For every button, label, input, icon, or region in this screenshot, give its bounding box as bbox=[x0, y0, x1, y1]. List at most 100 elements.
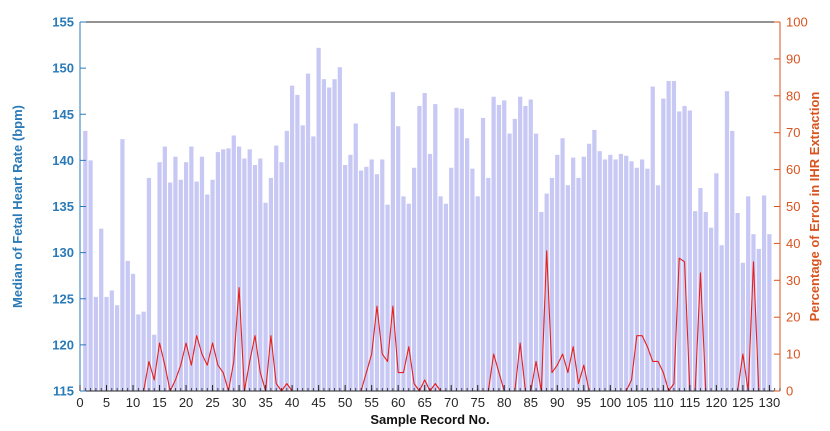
bar bbox=[337, 67, 342, 391]
bar bbox=[247, 149, 252, 391]
bar bbox=[358, 170, 364, 391]
bar bbox=[417, 105, 422, 391]
bar bbox=[183, 162, 189, 391]
x-tick-label: 50 bbox=[338, 395, 352, 410]
bar bbox=[380, 159, 385, 391]
y-left-tick-label: 140 bbox=[52, 153, 74, 168]
bar bbox=[491, 96, 496, 391]
bar bbox=[496, 105, 502, 392]
bar bbox=[735, 212, 740, 391]
y-left-tick-label: 150 bbox=[52, 61, 74, 76]
bar bbox=[767, 234, 772, 391]
bar bbox=[459, 108, 464, 391]
bar bbox=[703, 212, 708, 391]
bar bbox=[99, 228, 104, 391]
bar bbox=[581, 156, 586, 391]
bar bbox=[502, 100, 507, 391]
y-left-tick-label: 135 bbox=[52, 199, 74, 214]
y-right-tick-label: 0 bbox=[786, 384, 793, 399]
bar bbox=[586, 143, 592, 391]
x-tick-label: 65 bbox=[417, 395, 431, 410]
bar bbox=[173, 156, 178, 391]
y-right-tick-label: 60 bbox=[786, 162, 800, 177]
y-right-tick-label: 90 bbox=[786, 51, 800, 66]
bar bbox=[258, 158, 263, 391]
bar bbox=[549, 177, 555, 391]
bar bbox=[83, 130, 88, 392]
bar bbox=[682, 105, 687, 391]
x-tick-label: 70 bbox=[444, 395, 458, 410]
bar bbox=[486, 177, 491, 391]
bar bbox=[597, 151, 602, 391]
y-right-tick-label: 100 bbox=[786, 15, 808, 30]
bar bbox=[465, 138, 470, 391]
bar bbox=[146, 177, 152, 391]
bar bbox=[645, 168, 650, 391]
y-right-tick-label: 10 bbox=[786, 347, 800, 362]
bar bbox=[714, 173, 719, 391]
x-tick-label: 45 bbox=[311, 395, 325, 410]
bar bbox=[746, 196, 751, 391]
bar bbox=[693, 211, 698, 391]
x-tick-label: 20 bbox=[179, 395, 193, 410]
bar bbox=[353, 123, 358, 391]
bar bbox=[215, 152, 220, 391]
x-tick-label: 115 bbox=[679, 395, 700, 410]
bar bbox=[634, 167, 639, 391]
bar bbox=[751, 234, 756, 391]
bar bbox=[449, 167, 454, 391]
bar bbox=[708, 227, 714, 391]
y-left-tick-label: 120 bbox=[52, 337, 74, 352]
bar bbox=[719, 245, 724, 391]
x-axis-label: Sample Record No. bbox=[370, 412, 489, 427]
bar bbox=[327, 87, 332, 391]
bar bbox=[279, 162, 284, 391]
bar bbox=[507, 133, 512, 391]
bar bbox=[475, 196, 480, 391]
y-left-tick-label: 155 bbox=[52, 15, 74, 30]
y-axis-left-label: Median of Fetal Heart Rate (bpm) bbox=[10, 105, 25, 308]
tick-labels: 0 5 10 15 20 25 30 35 40 45 50 55 60 65 70 75 80 85 90 95 10… bbox=[52, 15, 807, 411]
bar bbox=[305, 73, 311, 391]
bar bbox=[268, 177, 274, 391]
y-right-tick-label: 30 bbox=[786, 273, 800, 288]
bar bbox=[290, 85, 295, 392]
bar bbox=[194, 181, 199, 391]
bar bbox=[252, 164, 258, 391]
bar bbox=[438, 196, 443, 391]
bar bbox=[120, 139, 125, 391]
bar bbox=[756, 248, 761, 391]
y-left-tick-label: 115 bbox=[53, 384, 74, 399]
bar bbox=[629, 161, 634, 391]
y-right-tick-label: 50 bbox=[786, 199, 800, 214]
bar bbox=[724, 91, 730, 391]
x-tick-label: 130 bbox=[759, 395, 781, 410]
bar bbox=[311, 136, 316, 391]
bar bbox=[332, 79, 337, 391]
x-tick-label: 110 bbox=[653, 395, 674, 410]
bar bbox=[671, 81, 677, 391]
bar bbox=[104, 296, 109, 391]
bar bbox=[300, 125, 305, 391]
x-tick-label: 0 bbox=[76, 395, 83, 410]
x-tick-label: 25 bbox=[205, 395, 219, 410]
bar-series bbox=[83, 47, 772, 392]
bar bbox=[624, 155, 629, 391]
bar bbox=[348, 154, 353, 391]
x-tick-label: 125 bbox=[732, 395, 754, 410]
bar bbox=[284, 130, 289, 392]
x-tick-label: 10 bbox=[126, 395, 140, 410]
x-tick-label: 95 bbox=[577, 395, 591, 410]
bar bbox=[650, 86, 655, 391]
x-tick-label: 15 bbox=[152, 395, 166, 410]
x-tick-label: 80 bbox=[497, 395, 511, 410]
bar bbox=[162, 146, 167, 391]
bar bbox=[141, 311, 146, 391]
y-left-tick-label: 145 bbox=[52, 107, 74, 122]
bar bbox=[613, 159, 618, 391]
bar bbox=[618, 153, 624, 391]
bar bbox=[236, 146, 242, 391]
bar bbox=[88, 160, 93, 392]
bar bbox=[205, 194, 210, 391]
